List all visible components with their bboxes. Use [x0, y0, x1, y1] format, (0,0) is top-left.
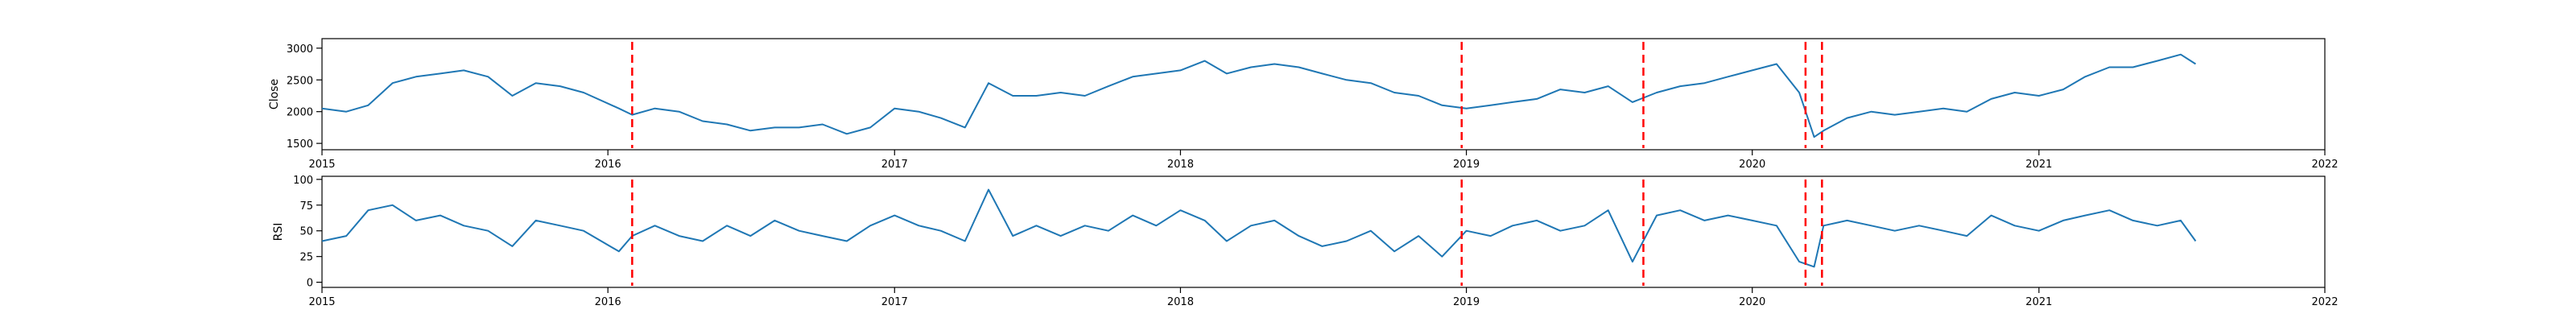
- close-y-axis-label: Close: [268, 79, 281, 109]
- close-y-tick-label: 2500: [287, 75, 313, 87]
- close-x-tick-label: 2018: [1167, 159, 1194, 171]
- rsi-y-tick-label: 100: [293, 175, 313, 187]
- close-series: [321, 53, 2197, 138]
- rsi-y-tick-label: 50: [299, 226, 313, 238]
- rsi-event-lines: [631, 180, 1823, 286]
- rsi-x-tick-label: 2016: [595, 296, 621, 308]
- rsi-y-axis: 0 25 50 75 100: [293, 175, 322, 290]
- close-y-tick-label: 2000: [287, 107, 313, 119]
- close-x-tick-label: 2015: [308, 159, 335, 171]
- close-x-axis: 2015 2016 2017 2018 2019 2020 2021 2022: [308, 150, 2339, 171]
- close-x-tick-label: 2022: [2311, 159, 2338, 171]
- close-x-tick-label: 2019: [1453, 159, 1480, 171]
- close-price-panel: 2015 2016 2017 2018 2019 2020 2021 2022 1500 200…: [268, 38, 2339, 171]
- close-y-tick-label: 1500: [287, 138, 313, 151]
- rsi-x-tick-label: 2019: [1453, 296, 1480, 308]
- rsi-y-tick-label: 25: [299, 252, 313, 264]
- rsi-x-tick-label: 2015: [308, 296, 335, 308]
- close-event-lines: [631, 42, 1823, 148]
- rsi-x-tick-label: 2020: [1739, 296, 1765, 308]
- rsi-series-line: [321, 188, 2197, 268]
- rsi-panel: 2015 2016 2017 2018 2019 2020 2021 2022 0 25 50 75…: [272, 175, 2339, 308]
- close-y-tick-label: 3000: [287, 43, 313, 56]
- rsi-x-axis: 2015 2016 2017 2018 2019 2020 2021 2022: [308, 287, 2339, 308]
- rsi-plot-frame: [321, 175, 2326, 288]
- rsi-x-tick-label: 2017: [881, 296, 908, 308]
- rsi-x-tick-label: 2021: [2025, 296, 2052, 308]
- close-series-line: [321, 53, 2197, 138]
- rsi-x-tick-label: 2022: [2311, 296, 2338, 308]
- rsi-x-tick-label: 2018: [1167, 296, 1194, 308]
- close-x-tick-label: 2017: [881, 159, 908, 171]
- close-y-axis: 1500 2000 2500 3000: [287, 43, 322, 151]
- rsi-y-tick-label: 0: [307, 278, 313, 290]
- close-x-tick-label: 2020: [1739, 159, 1765, 171]
- close-x-tick-label: 2021: [2025, 159, 2052, 171]
- close-x-tick-label: 2016: [595, 159, 621, 171]
- close-plot-frame: [321, 38, 2326, 151]
- rsi-y-axis-label: RSI: [272, 223, 285, 242]
- rsi-y-tick-label: 75: [299, 200, 313, 213]
- rsi-series: [321, 188, 2197, 268]
